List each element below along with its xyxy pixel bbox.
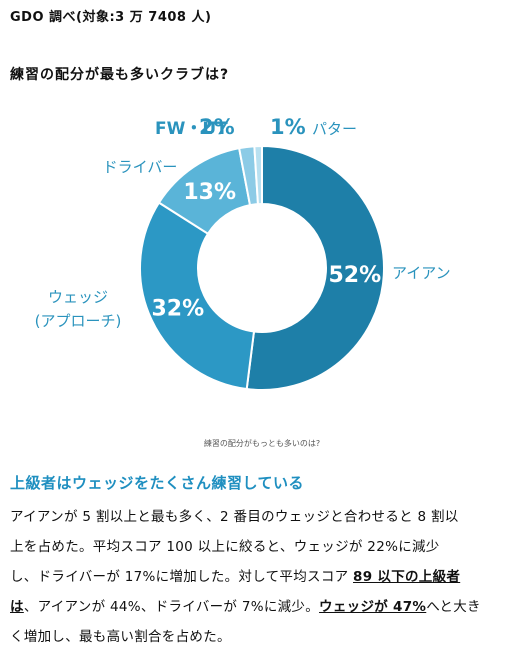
article-line-2: 上を占めた。平均スコア 100 以上に絞ると、ウェッジが 22%に減少 <box>10 539 440 555</box>
slice-3-name: ドライバー <box>103 158 178 176</box>
article-line-3-emphasis: 89 以下の上級者 <box>353 569 461 585</box>
slice-2-name: ウェッジ <box>48 288 108 306</box>
article-body: アイアンが 5 割以上と最も多く、2 番目のウェッジと合わせると 8 割以 上を… <box>10 502 520 652</box>
slice-4-name: FW・UT <box>155 119 228 139</box>
slice-2-percent: 32% <box>152 297 205 322</box>
article-line-5: く増加し、最も高い割合を占めた。 <box>10 629 231 645</box>
slice-5-name: パター <box>312 120 357 138</box>
slice-1-name: アイアン <box>392 264 451 282</box>
article-line-3: し、ドライバーが 17%に増加した。対して平均スコア 89 以下の上級者 <box>10 562 520 592</box>
slice-2-name-sub: (アプローチ) <box>35 312 122 330</box>
article-line-3-a: し、ドライバーが 17%に増加した。対して平均スコア <box>10 569 354 585</box>
article-line-1: アイアンが 5 割以上と最も多く、2 番目のウェッジと合わせると 8 割以 <box>10 509 459 525</box>
slice-1 <box>245 144 385 391</box>
slice-1-percent: 52% <box>328 263 381 288</box>
slice-4-percent: 2% <box>199 115 235 139</box>
article-line-4: は、アイアンが 44%、ドライバーが 7%に減少。ウェッジが 47%へと大き <box>10 592 520 622</box>
article-headline: 上級者はウェッジをたくさん練習している <box>10 474 305 492</box>
donut-slices <box>139 144 385 391</box>
slice-5-percent: 1% <box>270 115 306 139</box>
chart-question: 練習の配分が最も多いクラブは? <box>10 67 230 83</box>
source-note: GDO 調べ(対象:3 万 7408 人) <box>10 10 212 25</box>
article-line-4-d: へと大き <box>426 599 481 615</box>
slice-5 <box>253 144 263 206</box>
article-line-4-emphasis-a: は <box>10 599 24 615</box>
article-line-4-a: 、アイアンが 44%、ドライバーが 7%に減少。 <box>23 599 320 615</box>
slice-2 <box>139 201 256 391</box>
chart-caption: 練習の配分がもっとも多いのは? <box>203 439 321 448</box>
slice-3-percent: 13% <box>183 180 236 205</box>
article-line-4-emphasis-b: ウェッジが 47% <box>319 599 427 615</box>
